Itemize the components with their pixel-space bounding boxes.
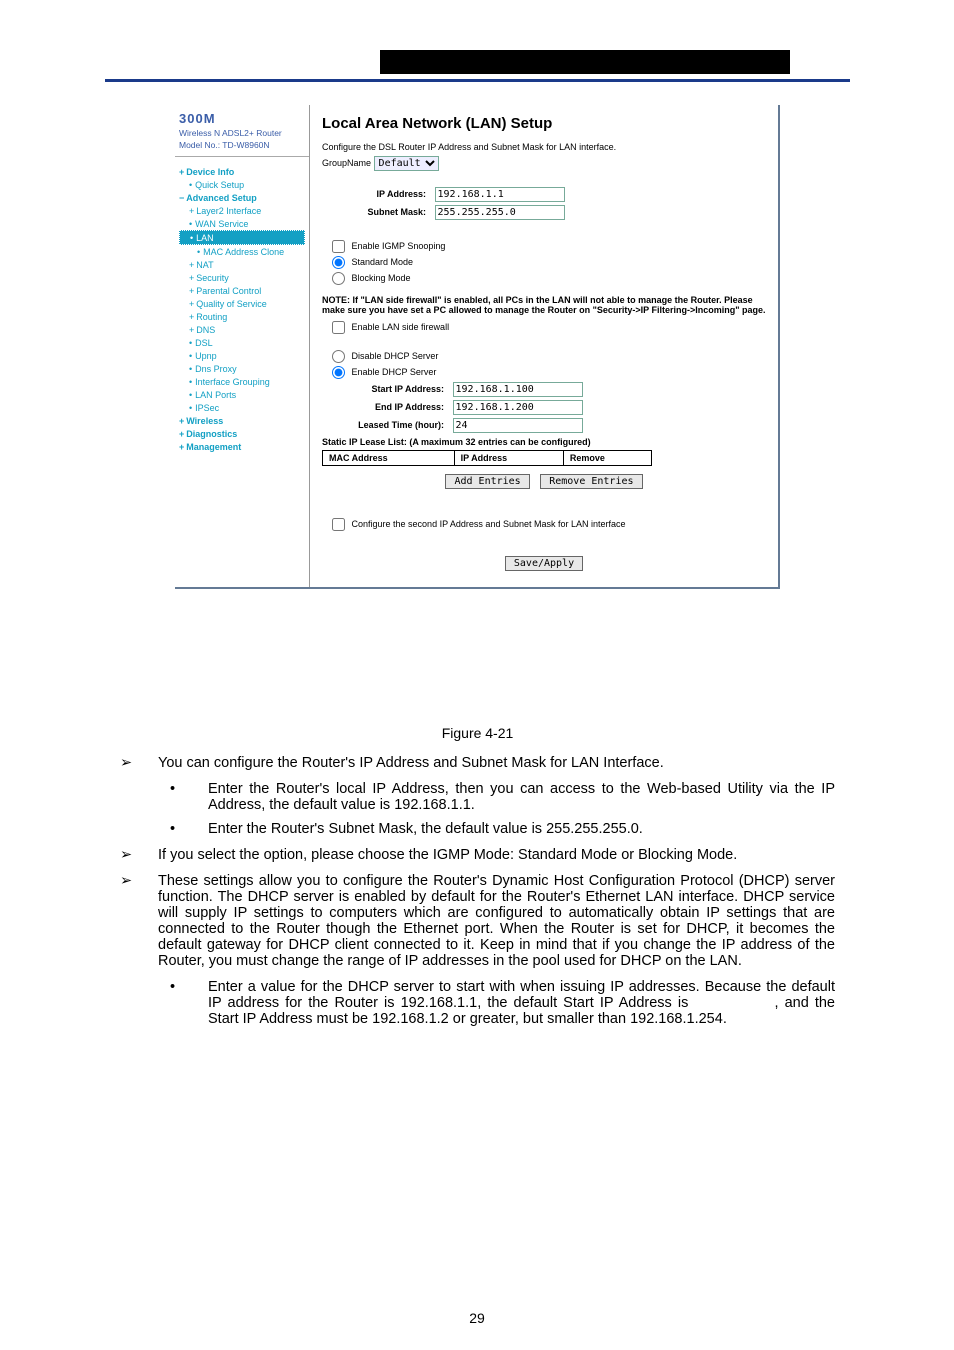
nav-item-layer2-interface[interactable]: Layer2 Interface: [179, 204, 305, 217]
dhcp-enable-label: Enable DHCP Server: [352, 367, 437, 377]
nav-item-advanced-setup[interactable]: Advanced Setup: [179, 191, 305, 204]
doc-subnet-text: Enter the Router's Subnet Mask, the defa…: [208, 821, 643, 837]
ip-input[interactable]: [435, 187, 565, 202]
document-text: Figure 4-21 ➢You can configure the Route…: [120, 725, 835, 1035]
nav-item-quick-setup[interactable]: Quick Setup: [179, 178, 305, 191]
doc-subnet-para: •Enter the Router's Subnet Mask, the def…: [170, 821, 835, 837]
nav-item-routing[interactable]: Routing: [179, 310, 305, 323]
add-entries-button[interactable]: Add Entries: [445, 474, 529, 489]
th-ip: IP Address: [454, 451, 563, 466]
nav-item-quality-of-service[interactable]: Quality of Service: [179, 297, 305, 310]
panel-title: Local Area Network (LAN) Setup: [322, 115, 766, 132]
nav-item-wan-service[interactable]: WAN Service: [179, 217, 305, 230]
nav-item-upnp[interactable]: Upnp: [179, 349, 305, 362]
sidebar-subline: Wireless N ADSL2+ Router: [179, 128, 305, 138]
doc-igmp-para: ➢If you select the option, please choose…: [120, 847, 835, 863]
nav-item-interface-grouping[interactable]: Interface Grouping: [179, 375, 305, 388]
second-ip-label: Configure the second IP Address and Subn…: [352, 519, 626, 529]
nav-item-diagnostics[interactable]: Diagnostics: [179, 427, 305, 440]
blocking-mode-label: Blocking Mode: [352, 273, 411, 283]
sidebar: 300M Wireless N ADSL2+ Router Model No.:…: [175, 105, 310, 587]
groupname-row: GroupName Default: [322, 156, 766, 171]
start-ip-input[interactable]: [453, 382, 583, 397]
th-remove: Remove: [563, 451, 651, 466]
nav-item-nat[interactable]: NAT: [179, 258, 305, 271]
doc-startip-text-a: Enter a value for the DHCP server to sta…: [208, 979, 835, 1011]
header-divider: [105, 79, 850, 82]
lease-input[interactable]: [453, 418, 583, 433]
end-ip-label: End IP Address:: [340, 402, 450, 412]
figure-caption: Figure 4-21: [120, 725, 835, 741]
nav-list: Device InfoQuick SetupAdvanced SetupLaye…: [175, 157, 309, 453]
lease-table: MAC Address IP Address Remove: [322, 450, 652, 466]
doc-igmp-text: If you select the option, please choose …: [158, 847, 737, 863]
doc-ip-text: You can configure the Router's IP Addres…: [158, 755, 664, 771]
doc-ipaddr-para: •Enter the Router's local IP Address, th…: [170, 781, 835, 813]
panel-desc: Configure the DSL Router IP Address and …: [322, 142, 766, 152]
nav-item-device-info[interactable]: Device Info: [179, 165, 305, 178]
sidebar-model: Model No.: TD-W8960N: [179, 140, 305, 150]
doc-dhcp-para: ➢These settings allow you to configure t…: [120, 873, 835, 969]
nav-item-dns-proxy[interactable]: Dns Proxy: [179, 362, 305, 375]
nav-item-mac-address-clone[interactable]: MAC Address Clone: [179, 245, 305, 258]
standard-mode-label: Standard Mode: [352, 257, 414, 267]
doc-startip-para: •Enter a value for the DHCP server to st…: [170, 979, 835, 1027]
doc-ipaddr-text: Enter the Router's local IP Address, the…: [208, 781, 835, 813]
igmp-checkbox[interactable]: [332, 240, 345, 253]
firewall-note: NOTE: If "LAN side firewall" is enabled,…: [322, 295, 766, 315]
subnet-input[interactable]: [435, 205, 565, 220]
save-apply-button[interactable]: Save/Apply: [505, 556, 583, 571]
standard-mode-radio[interactable]: [332, 256, 345, 269]
igmp-label: Enable IGMP Snooping: [352, 241, 446, 251]
router-ui-screenshot: 300M Wireless N ADSL2+ Router Model No.:…: [175, 105, 780, 589]
doc-ip-para: ➢You can configure the Router's IP Addre…: [120, 755, 835, 771]
nav-item-wireless[interactable]: Wireless: [179, 414, 305, 427]
nav-item-management[interactable]: Management: [179, 440, 305, 453]
groupname-label: GroupName: [322, 158, 371, 168]
ip-label: IP Address:: [322, 189, 432, 199]
header-black-bar: [380, 50, 790, 74]
second-ip-checkbox[interactable]: [332, 518, 345, 531]
doc-dhcp-text: These settings allow you to configure th…: [158, 873, 835, 969]
lan-firewall-label: Enable LAN side firewall: [352, 322, 450, 332]
dhcp-disable-radio[interactable]: [332, 350, 345, 363]
page-number: 29: [0, 1310, 954, 1326]
nav-item-parental-control[interactable]: Parental Control: [179, 284, 305, 297]
nav-item-lan-ports[interactable]: LAN Ports: [179, 388, 305, 401]
subnet-label: Subnet Mask:: [322, 207, 432, 217]
nav-item-ipsec[interactable]: IPSec: [179, 401, 305, 414]
dhcp-disable-label: Disable DHCP Server: [352, 351, 439, 361]
nav-item-lan[interactable]: LAN: [179, 230, 305, 245]
sidebar-header: 300M Wireless N ADSL2+ Router Model No.:…: [175, 109, 309, 157]
dhcp-enable-radio[interactable]: [332, 366, 345, 379]
groupname-select[interactable]: Default: [374, 156, 439, 171]
nav-item-dns[interactable]: DNS: [179, 323, 305, 336]
end-ip-input[interactable]: [453, 400, 583, 415]
start-ip-label: Start IP Address:: [340, 384, 450, 394]
lease-list-label: Static IP Lease List: (A maximum 32 entr…: [322, 437, 766, 447]
th-mac: MAC Address: [323, 451, 455, 466]
blocking-mode-radio[interactable]: [332, 272, 345, 285]
lan-firewall-checkbox[interactable]: [332, 321, 345, 334]
nav-item-security[interactable]: Security: [179, 271, 305, 284]
sidebar-brand: 300M: [179, 111, 305, 126]
remove-entries-button[interactable]: Remove Entries: [540, 474, 642, 489]
lease-label: Leased Time (hour):: [326, 420, 450, 430]
nav-item-dsl[interactable]: DSL: [179, 336, 305, 349]
main-panel: Local Area Network (LAN) Setup Configure…: [310, 105, 778, 587]
